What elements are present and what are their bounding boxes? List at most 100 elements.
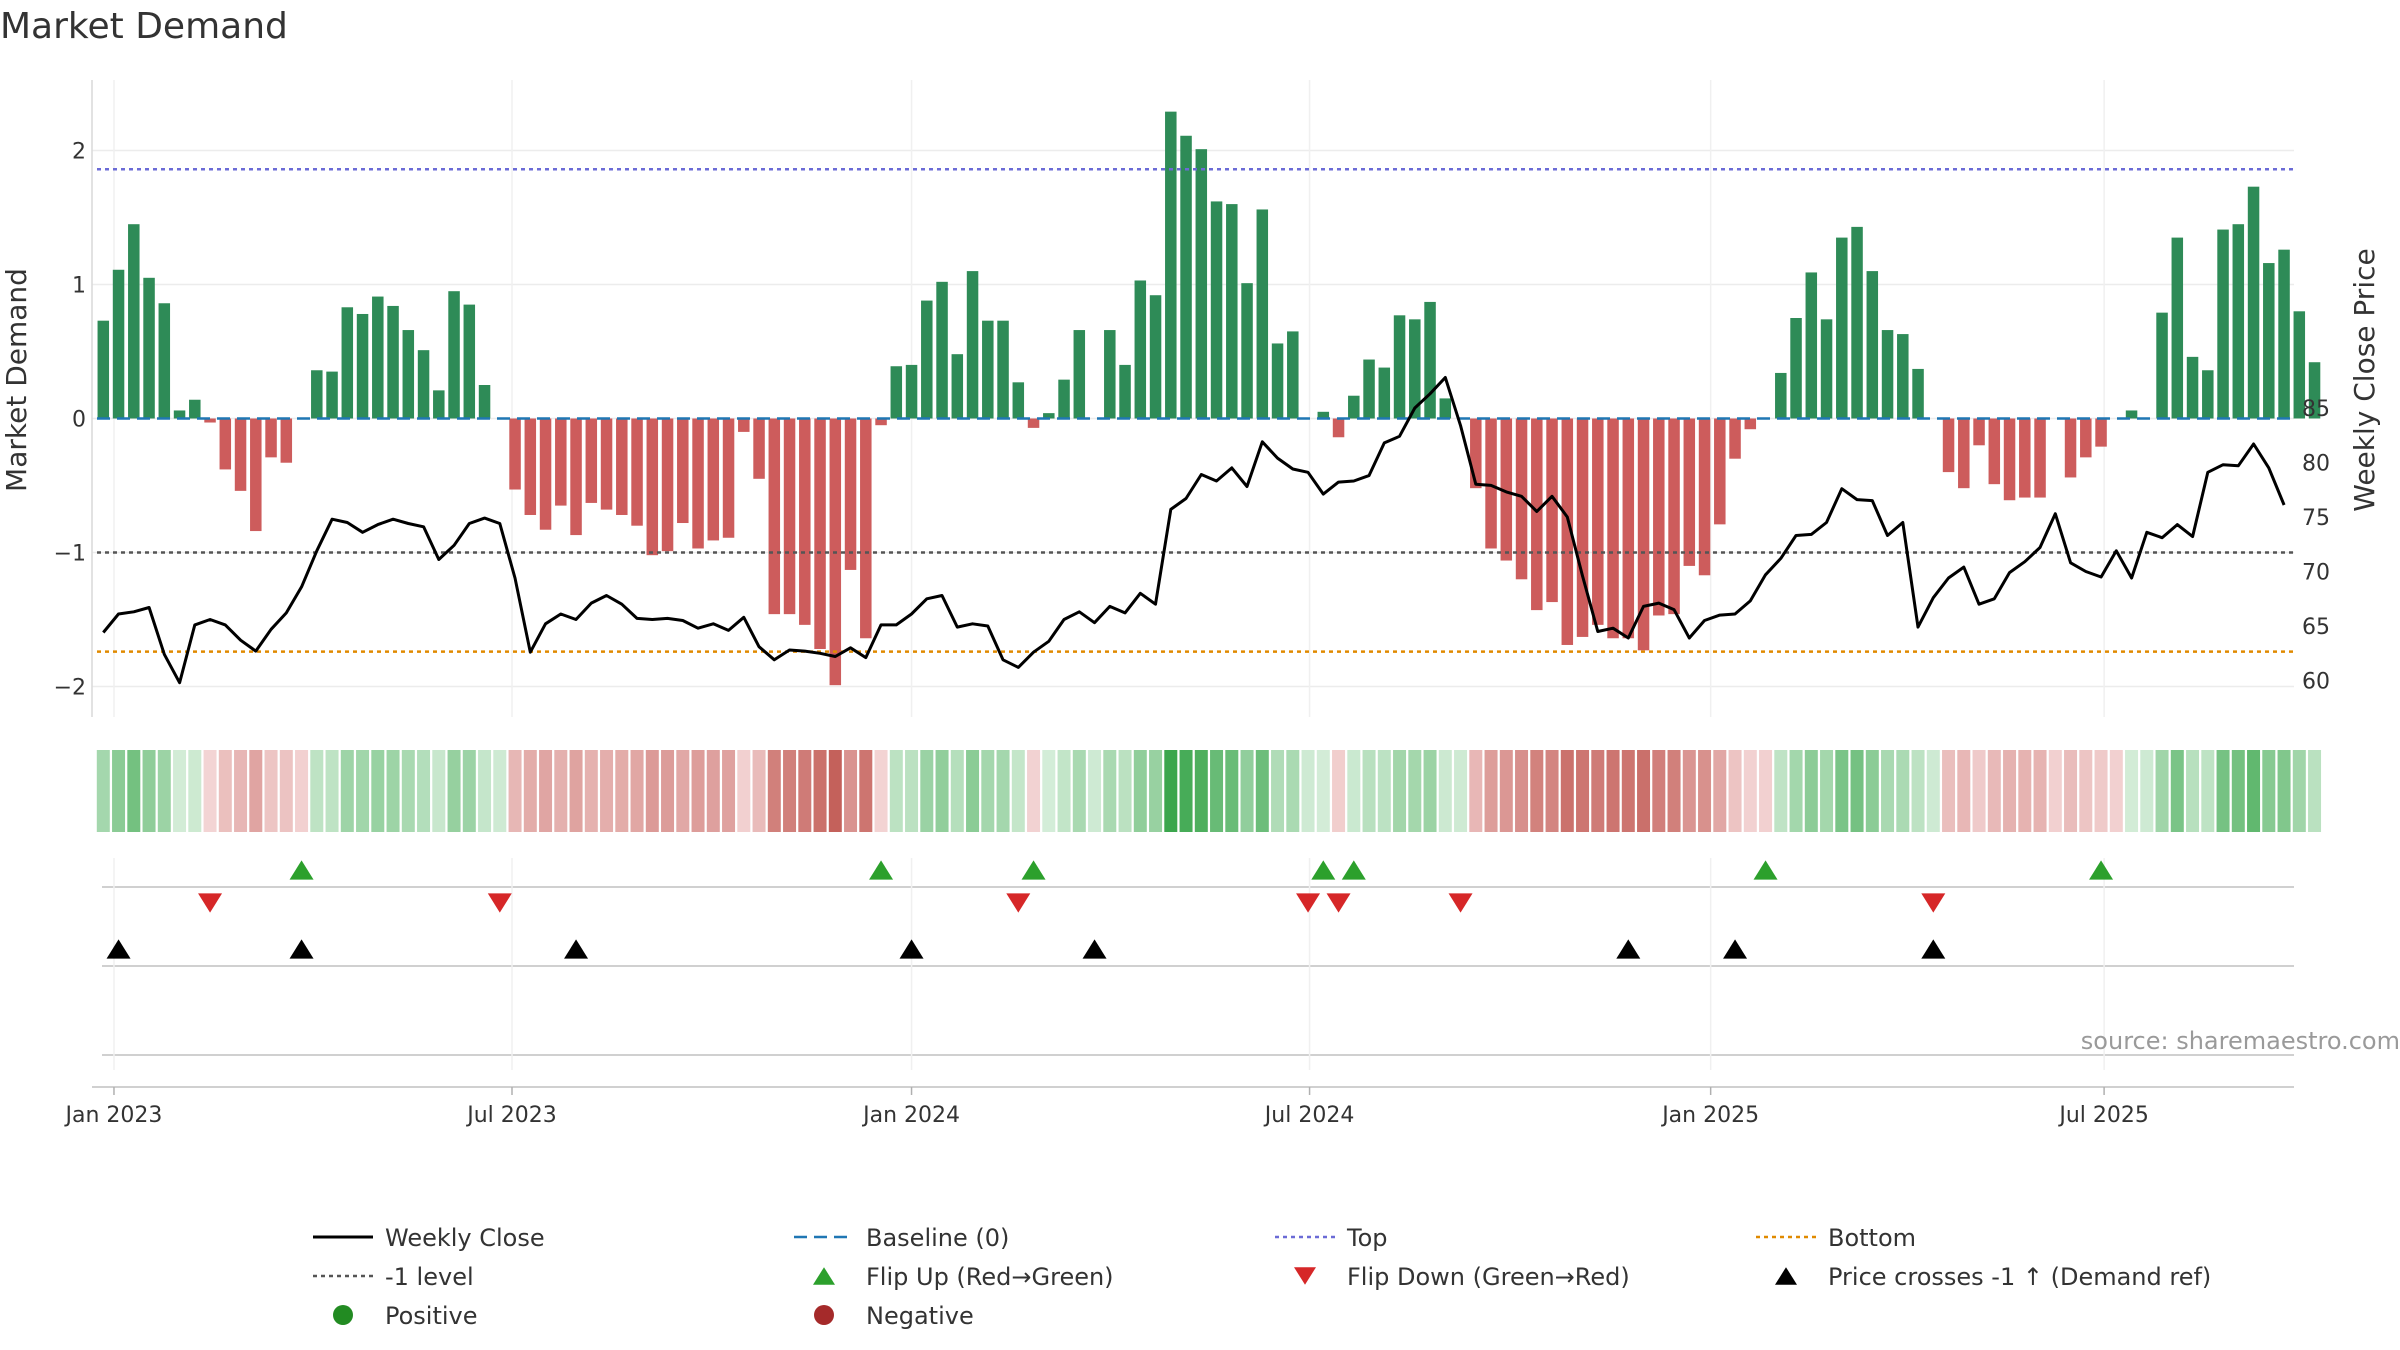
demand-strip-cell	[478, 750, 492, 832]
demand-strip-cell	[447, 750, 461, 832]
y-tick-label: 2	[72, 140, 86, 165]
demand-bar-positive	[1119, 364, 1131, 419]
demand-bar-negative	[875, 418, 887, 426]
demand-strip-cell	[1271, 750, 1285, 832]
demand-strip-cell	[1210, 750, 1224, 832]
demand-strip-cell	[1194, 750, 1208, 832]
demand-bar-positive	[189, 399, 201, 419]
demand-strip-cell	[1606, 750, 1620, 832]
demand-bar-positive	[1210, 201, 1223, 419]
demand-bar-positive	[1790, 318, 1802, 419]
demand-strip-cell	[127, 750, 141, 832]
demand-strip-cell	[1484, 750, 1498, 832]
demand-bar-positive	[1195, 149, 1208, 419]
demand-bar-positive	[1820, 319, 1833, 419]
legend-label: Positive	[385, 1302, 478, 1330]
demand-bar-negative	[646, 418, 659, 556]
demand-strip-cell	[1408, 750, 1422, 832]
demand-strip-cell	[2231, 750, 2245, 832]
demand-bar-negative	[2064, 418, 2077, 478]
demand-bar-negative	[1744, 418, 1757, 430]
demand-bar-positive	[341, 307, 354, 419]
demand-strip-cell	[1896, 750, 1910, 832]
demand-bar-positive	[1439, 398, 1452, 419]
demand-strip-cell	[1743, 750, 1757, 832]
demand-bar-positive	[2171, 237, 2184, 419]
demand-bar-negative	[768, 418, 781, 615]
y2-axis-title: Weekly Close Price	[2348, 248, 2381, 511]
demand-strip-cell	[554, 750, 568, 832]
demand-bar-positive	[1134, 280, 1147, 419]
demand-strip-cell	[569, 750, 583, 832]
demand-strip-cell	[1835, 750, 1849, 832]
demand-bar-positive	[1241, 283, 1253, 419]
demand-bar-negative	[1561, 418, 1574, 645]
x-axis: Jan 2023 Jul 2023 Jan 2024 Jul 2024 Jan 2025…	[64, 1086, 2294, 1128]
legend-label: Bottom	[1828, 1224, 1916, 1252]
demand-bar-negative	[1942, 418, 1955, 473]
x-tick-label: Jan 2025	[1660, 1103, 1759, 1128]
demand-strip-cell	[1225, 750, 1239, 832]
demand-bar-positive	[97, 320, 110, 419]
demand-strip-cell	[2048, 750, 2062, 832]
legend-swatch-triangle-down	[1294, 1267, 1316, 1285]
demand-strip-cell	[2033, 750, 2047, 832]
demand-bar-negative	[1653, 418, 1665, 616]
demand-strip-cell	[1682, 750, 1696, 832]
flip-up-marker	[869, 860, 894, 880]
demand-bar-negative	[1332, 418, 1345, 438]
demand-bar-negative	[524, 418, 537, 515]
demand-bar-positive	[1271, 343, 1284, 419]
demand-bar-negative	[738, 418, 750, 432]
demand-strip-cell	[1423, 750, 1437, 832]
price-cross-marker	[899, 939, 924, 959]
demand-strip-cell	[1438, 750, 1452, 832]
demand-strip-cell	[234, 750, 248, 832]
demand-bar-positive	[1851, 226, 1863, 419]
demand-bar-positive	[1378, 367, 1391, 419]
demand-bar-negative	[1729, 418, 1741, 459]
legend-item: Negative	[814, 1302, 974, 1330]
demand-bar-negative	[509, 418, 521, 490]
demand-bar-positive	[311, 370, 323, 419]
demand-strip-cell	[752, 750, 766, 832]
demand-bar-negative	[1592, 418, 1604, 625]
legend-item: Bottom	[1756, 1224, 1916, 1252]
demand-strip-cell	[295, 750, 309, 832]
legend-label: Top	[1346, 1224, 1388, 1252]
demand-strip-cell	[1713, 750, 1727, 832]
legend-swatch-triangle-up	[1775, 1267, 1797, 1285]
demand-bar-positive	[1317, 411, 1330, 419]
demand-bar-negative	[1637, 418, 1650, 651]
demand-bar-negative	[2095, 418, 2107, 447]
legend-swatch-circle	[814, 1305, 834, 1325]
demand-bar-positive	[1897, 334, 1909, 419]
demand-strip-cell	[1072, 750, 1086, 832]
flip-up-marker	[1311, 860, 1336, 880]
demand-bar-negative	[234, 418, 247, 491]
demand-bar-negative	[555, 418, 567, 506]
y-tick-label: 0	[72, 408, 86, 433]
demand-bar-positive	[1409, 319, 1421, 419]
demand-strip-cell	[966, 750, 980, 832]
demand-bar-positive	[1775, 372, 1787, 419]
legend-label: Weekly Close	[385, 1224, 545, 1252]
demand-strip-cell	[1804, 750, 1818, 832]
demand-strip-cell	[1454, 750, 1468, 832]
demand-strip-cell	[417, 750, 431, 832]
demand-strip-cell	[2109, 750, 2123, 832]
demand-bar-positive	[890, 366, 903, 419]
demand-bar-negative	[1607, 418, 1619, 639]
demand-bar-negative	[1531, 418, 1543, 611]
demand-strip-cell	[340, 750, 354, 832]
demand-bar-positive	[2278, 249, 2290, 419]
demand-bar-negative	[722, 418, 735, 538]
flip-down-marker	[1296, 893, 1321, 913]
demand-strip-cell	[1957, 750, 1971, 832]
demand-strip-cell	[1515, 750, 1529, 832]
demand-bar-positive	[1165, 111, 1177, 419]
demand-strip-cell	[584, 750, 598, 832]
demand-bar-positive	[1226, 204, 1238, 419]
demand-bar-negative	[204, 418, 216, 423]
y2-tick-label: 65	[2302, 615, 2330, 640]
